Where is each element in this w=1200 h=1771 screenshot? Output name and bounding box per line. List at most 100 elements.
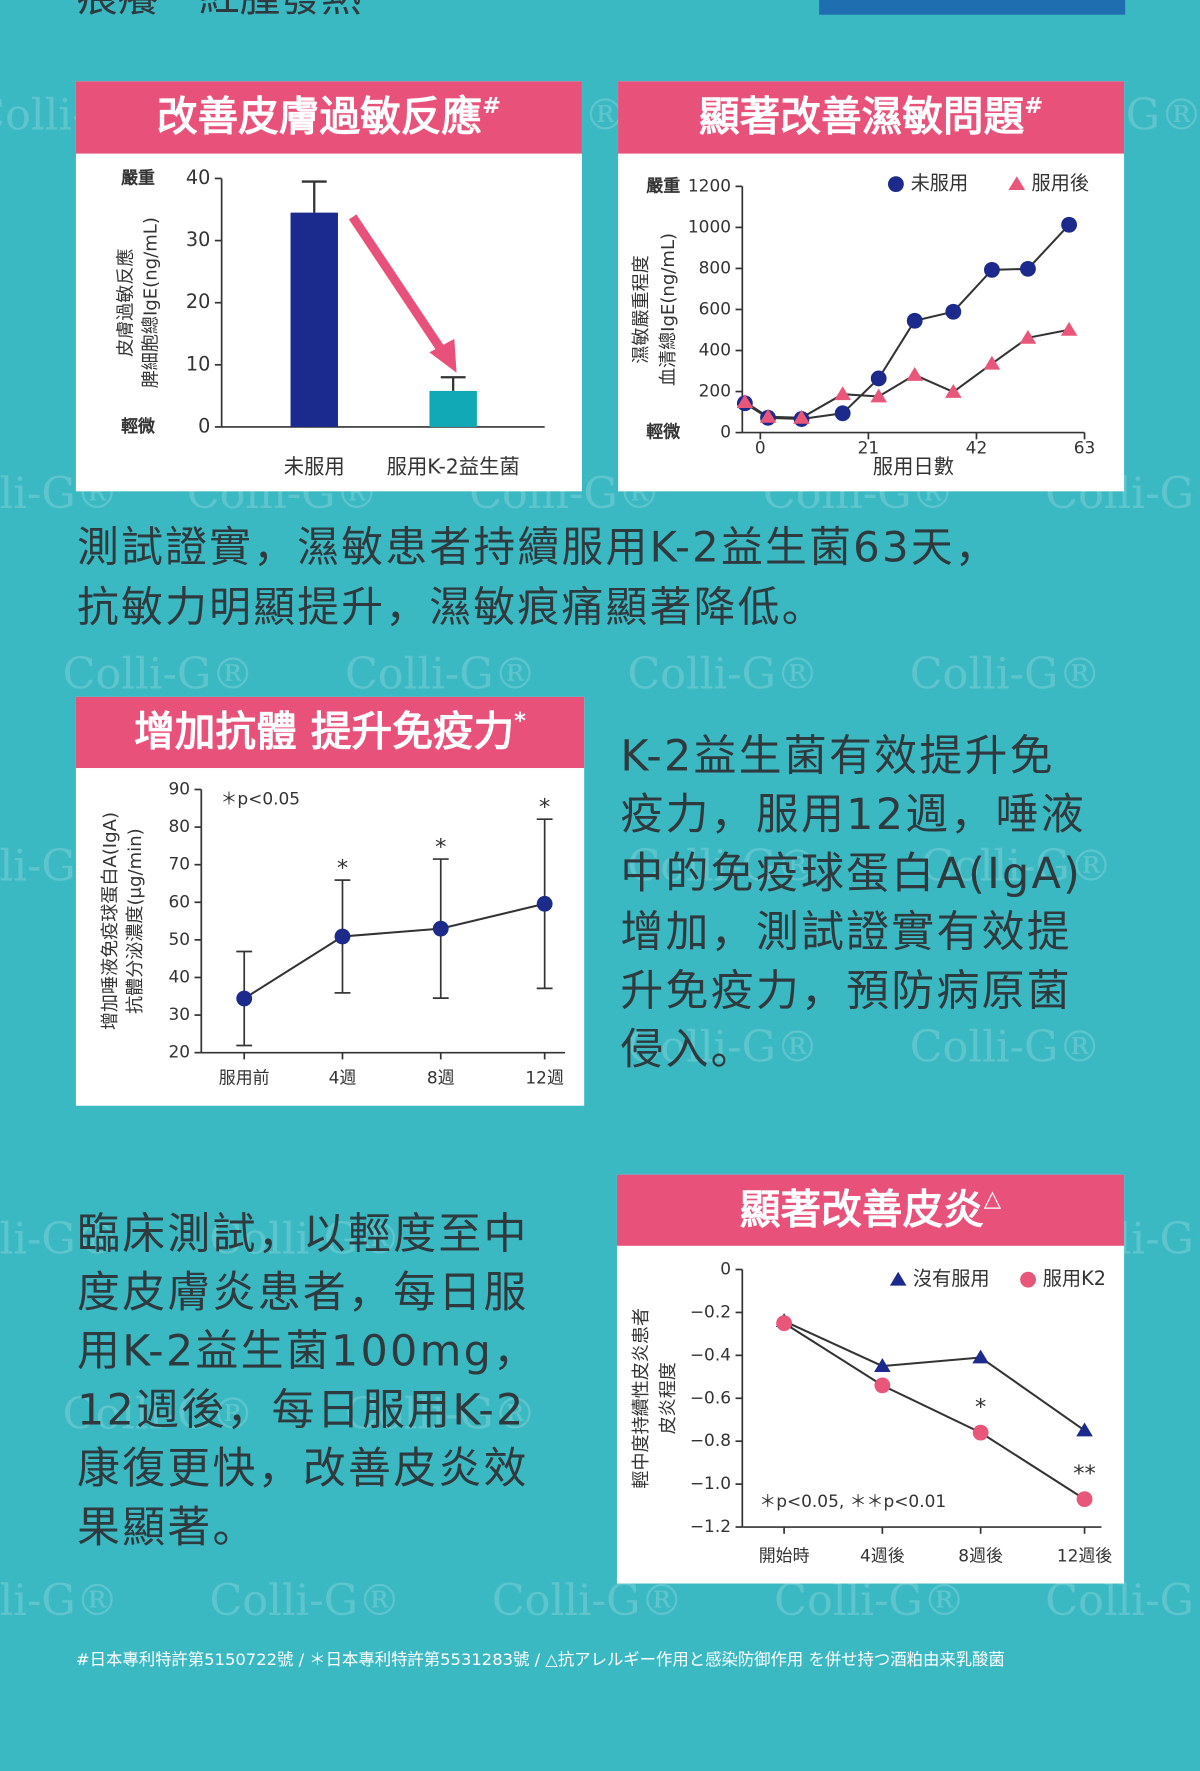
marker <box>906 312 923 329</box>
y-axis-label: 濕敏嚴重程度 <box>631 255 652 363</box>
y-tick-label: 60 <box>168 891 190 911</box>
y-tick-label: 90 <box>168 778 190 798</box>
y-tick-label: 10 <box>186 352 210 375</box>
x-axis-label: 服用日數 <box>873 455 954 479</box>
marker <box>536 895 553 912</box>
significance: ** <box>1073 1461 1096 1487</box>
marker <box>834 386 851 401</box>
title-text: 增加抗體 提升免疫力 <box>134 708 514 756</box>
y-tick-label: −0.8 <box>690 1430 731 1450</box>
y-tick-label: 1200 <box>688 175 731 195</box>
x-tick-label: 42 <box>966 437 988 457</box>
marker <box>834 405 851 422</box>
marker <box>906 367 924 381</box>
y-tick-label: 70 <box>168 854 190 874</box>
y-tick-label: −1.0 <box>690 1473 731 1493</box>
y-tick-label: 20 <box>186 290 210 313</box>
marker <box>432 920 449 937</box>
x-tick-label: 0 <box>755 437 766 457</box>
x-tick-label: 4週後 <box>860 1545 905 1565</box>
x-tick-label: 21 <box>858 437 880 457</box>
paragraph-line: 12週後，每日服用K-2 <box>77 1385 525 1435</box>
marker <box>1020 1271 1036 1288</box>
bar <box>290 212 338 427</box>
marker <box>776 1315 793 1332</box>
series-line <box>243 902 545 1000</box>
x-tick-label: 12週後 <box>1057 1545 1112 1565</box>
y-top-label: 嚴重 <box>646 175 680 195</box>
watermark: Colli-G® <box>209 1214 401 1264</box>
x-tick-label: 63 <box>1074 437 1096 457</box>
paragraph-line: 升免疫力，預防病原菌 <box>620 966 1072 1016</box>
significance: * <box>539 794 550 820</box>
marker <box>1076 1491 1093 1508</box>
x-tick-label: 服用前 <box>219 1068 270 1088</box>
watermark: Colli-G® <box>63 650 255 700</box>
y-axis-label: 脾細胞總IgE(ng/mL) <box>141 217 162 388</box>
legend-label: 服用後 <box>1031 172 1089 195</box>
paragraph-line: 疫力，服用12週，唾液 <box>620 790 1086 840</box>
y-axis-label: 皮炎程度 <box>658 1362 679 1434</box>
watermark: Colli-G® <box>627 842 819 892</box>
title-mark: △ <box>984 1185 1002 1211</box>
watermark: Colli-G® <box>63 1389 255 1439</box>
marker <box>759 408 777 423</box>
watermark: Colli-G® <box>774 1576 966 1626</box>
marker <box>874 1377 891 1394</box>
watermark: Colli-G® <box>1045 1576 1200 1626</box>
marker <box>972 1424 989 1441</box>
marker <box>983 355 1001 370</box>
x-tick-label: 開始時 <box>759 1545 810 1565</box>
arrow <box>348 214 452 362</box>
marker <box>889 1271 907 1286</box>
marker <box>1060 321 1078 336</box>
significance: * <box>435 834 446 860</box>
y-tick-label: −0.2 <box>690 1301 731 1321</box>
y-axis-label: 抗體分泌濃度(μg/min) <box>125 828 146 1014</box>
marker <box>736 394 754 408</box>
x-tick-label: 4週 <box>329 1068 357 1088</box>
paragraph-line: 果顯著。 <box>77 1503 258 1553</box>
y-bottom-label: 輕微 <box>121 416 155 436</box>
y-tick-label: −0.4 <box>690 1344 731 1364</box>
marker <box>888 176 904 193</box>
panel-header <box>618 81 1125 154</box>
y-tick-label: 50 <box>168 929 190 949</box>
paragraph-line: 侵入。 <box>620 1025 756 1075</box>
marker <box>870 388 887 403</box>
y-tick-label: 40 <box>168 966 190 986</box>
y-tick-label: −1.2 <box>690 1516 731 1536</box>
note: ＊p<0.05 <box>221 789 301 809</box>
x-tick-label: 8週 <box>427 1068 455 1088</box>
legend-label: 未服用 <box>911 172 969 195</box>
paragraph-line: 度皮膚炎患者，每日服 <box>77 1268 529 1318</box>
y-tick-label: 200 <box>699 381 731 401</box>
legend-label: 服用K2 <box>1043 1267 1106 1290</box>
x-tick-label: 服用K-2益生菌 <box>387 455 520 479</box>
watermark: Colli-G® <box>0 1576 119 1626</box>
watermark: Colli-G® <box>209 1576 401 1626</box>
y-tick-label: 0 <box>720 1259 731 1279</box>
title-mark: * <box>514 708 526 734</box>
paragraph-line: 臨床測試，以輕度至中 <box>77 1209 529 1259</box>
paragraph-line: 康復更快，改善皮炎效 <box>77 1444 529 1494</box>
watermark: Colli-G® <box>492 1576 684 1626</box>
panel-header <box>75 696 585 769</box>
y-top-label: 嚴重 <box>121 167 155 187</box>
paragraph-line: 用K-2益生菌100mg， <box>77 1327 538 1377</box>
panel-title: 顯著改善皮炎△ <box>740 1185 1002 1233</box>
marker <box>236 990 253 1007</box>
paragraph-line: 中的免疫球蛋白A(IgA) <box>620 849 1082 899</box>
marker <box>1076 1422 1093 1437</box>
watermark: Colli-G® <box>910 650 1102 700</box>
marker <box>870 370 887 387</box>
y-tick-label: 1000 <box>688 216 731 236</box>
watermark: Colli-G® <box>910 1022 1102 1072</box>
paragraph-line: K-2益生菌有效提升免 <box>620 732 1055 782</box>
watermark: Colli-G® <box>345 650 537 700</box>
series-line <box>783 1322 1086 1500</box>
significance: * <box>975 1394 986 1420</box>
y-tick-label: 800 <box>699 257 731 277</box>
y-tick-label: 80 <box>168 816 190 836</box>
